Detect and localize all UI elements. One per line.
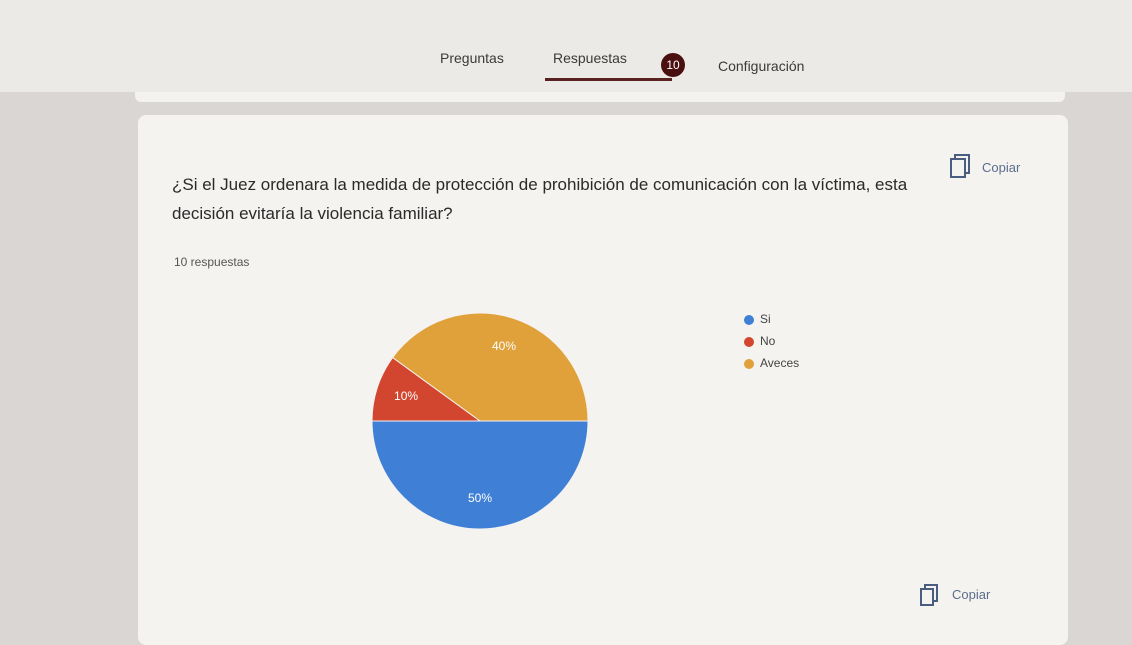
legend-swatch <box>744 359 754 369</box>
legend-label: Aveces <box>760 356 799 370</box>
pie-slice <box>372 421 588 529</box>
legend-swatch <box>744 337 754 347</box>
slice-label: 40% <box>492 339 516 353</box>
chart: 50% 10% 40% Si No Aveces <box>0 0 1132 641</box>
page: Preguntas Respuestas 10 Configuración ¿S… <box>0 0 1132 641</box>
legend-swatch <box>744 315 754 325</box>
legend-label: Si <box>760 312 771 326</box>
slice-label: 50% <box>468 491 492 505</box>
slice-label: 10% <box>394 389 418 403</box>
legend-label: No <box>760 334 776 348</box>
